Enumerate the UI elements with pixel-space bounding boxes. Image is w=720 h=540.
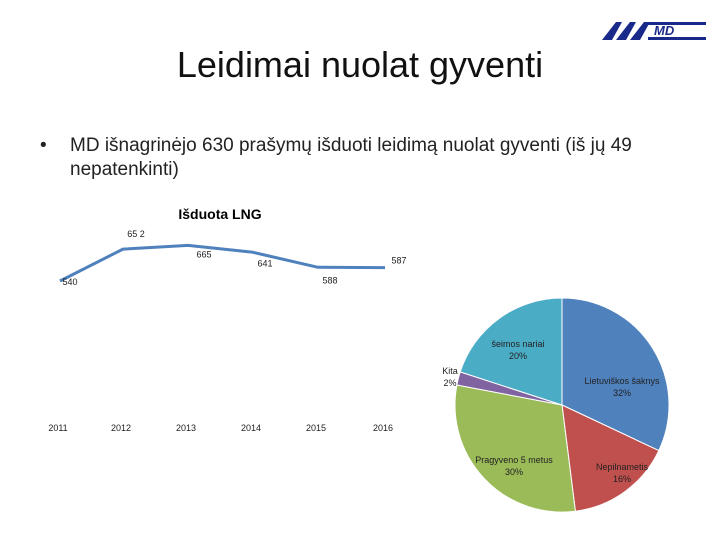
department-logo: MD (602, 22, 706, 40)
data-label: 587 (391, 256, 406, 266)
x-tick-label: 2016 (373, 423, 393, 433)
data-label: 540 (62, 277, 77, 287)
pie-slice (561, 404, 660, 512)
pie-slice-label: Lietuviškos šaknys (584, 376, 660, 386)
pie-slice (454, 384, 576, 513)
pie-slice (561, 297, 670, 452)
pie-slice-percent: 32% (613, 388, 631, 398)
data-label: 665 (196, 249, 211, 259)
data-label: 65 2 (127, 229, 145, 239)
line-series (59, 243, 386, 283)
pie-slice-label: Pragyveno 5 metus (475, 455, 553, 465)
bullet-text: MD išnagrinėjo 630 prašymų išduoti leidi… (70, 135, 632, 180)
data-label: 588 (322, 275, 337, 285)
x-tick-label: 2013 (176, 423, 196, 433)
x-tick-label: 2011 (48, 423, 67, 433)
x-tick-label: 2012 (111, 423, 131, 433)
pie-slice (459, 297, 563, 406)
line-chart-title: Išduota LNG (178, 206, 262, 222)
x-tick-label: 2014 (241, 423, 261, 433)
slide-title: Leidimai nuolat gyventi (176, 44, 544, 85)
pie-slice-percent: 30% (505, 467, 523, 477)
pie-slice-percent: 16% (613, 474, 631, 484)
data-label: 641 (257, 258, 272, 268)
pie-slice-label: šeimos nariai (491, 339, 544, 349)
svg-text:MD: MD (654, 23, 675, 38)
pie-slice-label: Kita (442, 366, 458, 376)
pie-slice-percent: 20% (509, 351, 527, 361)
x-tick-label: 2015 (306, 423, 326, 433)
pie-slice-label: Nepilnametis (596, 462, 649, 472)
pie-slice-percent: 2% (443, 378, 456, 388)
bullet-marker: • (40, 135, 47, 156)
